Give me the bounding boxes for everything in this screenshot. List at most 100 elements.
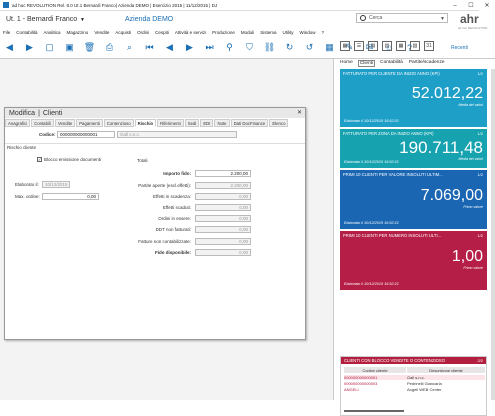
menu-item[interactable]: Analitica bbox=[43, 30, 61, 35]
dialog-tab[interactable]: Note bbox=[214, 119, 230, 127]
chart-icon[interactable]: ▧ bbox=[410, 41, 420, 51]
kpi-title: PRIMI 10 CLIENTI PER NUMERO INSOLUTI ULT… bbox=[343, 233, 442, 238]
prev-record-icon[interactable]: ◀ bbox=[166, 42, 173, 52]
first-record-icon[interactable]: ⏮ bbox=[145, 42, 154, 52]
dialog-tab[interactable]: Pagamenti bbox=[76, 119, 103, 127]
menu-item[interactable]: Cespiti bbox=[155, 30, 169, 35]
col-codice-header[interactable]: Codice cliente bbox=[344, 367, 406, 373]
maximize-button[interactable]: ☐ bbox=[468, 3, 474, 9]
user-dropdown-icon[interactable]: ▼ bbox=[80, 17, 85, 23]
dashboard-panel: Home Clienti Contabilità Partite/scadenze F… bbox=[335, 59, 495, 416]
dialog-tab[interactable]: Dati DocFinance bbox=[230, 119, 269, 127]
recent-label[interactable]: Recenti bbox=[451, 45, 468, 51]
dialog-tab[interactable]: Sedi bbox=[184, 119, 200, 127]
dialog-tab[interactable]: Vendite bbox=[54, 119, 76, 127]
kpi-card[interactable]: FATTURATO PER ZONA DA INIZIO ANNO (KPI) 1… bbox=[340, 129, 487, 168]
back-arrow-icon[interactable]: ◀ bbox=[6, 42, 13, 52]
totali-row-value: 0,00 bbox=[195, 238, 251, 245]
menu-item[interactable]: Contabilità bbox=[16, 30, 38, 35]
menu-item[interactable]: Sistema bbox=[260, 30, 277, 35]
menu-item[interactable]: Vendite bbox=[94, 30, 110, 35]
kpi-page[interactable]: 1/2 bbox=[477, 71, 483, 76]
chevron-down-icon[interactable]: ▼ bbox=[440, 16, 445, 22]
grid-view-icon[interactable]: ▦ bbox=[340, 41, 350, 51]
calculator-icon[interactable]: ▦ bbox=[325, 42, 334, 52]
row-desc: Gall s.n.c. bbox=[407, 375, 425, 380]
zoom-icon[interactable]: ⚲ bbox=[226, 42, 233, 52]
dialog-tab[interactable]: Anagrafici bbox=[5, 119, 31, 127]
help-icon[interactable]: ? bbox=[406, 42, 412, 53]
list-view-icon[interactable]: ☰ bbox=[354, 41, 364, 51]
kpi-page[interactable]: 1/2 bbox=[477, 131, 483, 136]
dashboard-tabs: Home Clienti Contabilità Partite/scadenze bbox=[339, 60, 450, 67]
menu-item[interactable]: Acquisti bbox=[115, 30, 132, 35]
table-card-title: CLIENTI CON BLOCCO VENDITE O CONTENZIOSO bbox=[344, 358, 445, 363]
kpi-card[interactable]: PRIMI 10 CLIENTI PER NUMERO INSOLUTI ULT… bbox=[340, 231, 487, 290]
totali-row-label: Ordini in essere: bbox=[158, 216, 191, 221]
totali-row-value: 0,00 bbox=[195, 249, 251, 256]
menu-item[interactable]: Moduli bbox=[240, 30, 255, 35]
kpi-value: 52.012,22 bbox=[411, 85, 483, 102]
kpi-card[interactable]: FATTURATO PER CLIENTE DA INIZIO ANNO (KP… bbox=[340, 69, 487, 127]
dashboard-tab[interactable]: Contabilità bbox=[380, 60, 403, 65]
company-label[interactable]: Azienda DEMO bbox=[125, 16, 174, 23]
refresh-icon[interactable]: ↻ bbox=[285, 42, 294, 52]
mail-icon[interactable]: ✉ bbox=[365, 42, 374, 52]
kpi-card[interactable]: PRIMI 10 CLIENTI PER VALORE INSOLUTI ULT… bbox=[340, 170, 487, 229]
calendar-icon[interactable]: 31 bbox=[424, 41, 434, 51]
menu-item[interactable]: ? bbox=[321, 30, 324, 35]
menu-item[interactable]: Attività e servizi bbox=[174, 30, 207, 35]
dialog-tab[interactable]: Rischio bbox=[134, 119, 157, 127]
totali-row-value[interactable]: 2.200,00 bbox=[195, 170, 251, 177]
menu-item[interactable]: File bbox=[3, 30, 11, 35]
table-row[interactable]: ANGELI Angeli WEB Center bbox=[344, 387, 485, 392]
blocco-checkbox[interactable]: ✓ bbox=[37, 157, 42, 162]
kpi-title: PRIMI 10 CLIENTI PER VALORE INSOLUTI ULT… bbox=[343, 172, 443, 177]
kpi-page[interactable]: 1/2 bbox=[477, 172, 483, 177]
dialog-tab[interactable]: Elenco bbox=[269, 119, 289, 127]
dialog-tab[interactable]: EDI bbox=[200, 119, 214, 127]
minimize-button[interactable]: – bbox=[453, 2, 457, 9]
close-icon[interactable]: ✕ bbox=[296, 110, 302, 116]
search-box[interactable]: Cerca ▼ bbox=[356, 13, 448, 23]
dialog-tab[interactable]: Contabili bbox=[31, 119, 54, 127]
table-row[interactable]: 000000000000001 Gall s.n.c. bbox=[344, 375, 485, 380]
forward-arrow-icon[interactable]: ▶ bbox=[26, 42, 33, 52]
dashboard-tab[interactable]: Partite/scadenze bbox=[408, 60, 445, 65]
table-scrollbar[interactable] bbox=[344, 410, 404, 412]
delete-icon[interactable]: 🗑 bbox=[83, 42, 96, 52]
user-label[interactable]: Ut. 1 - Bernardi Franco bbox=[6, 16, 78, 23]
table-icon[interactable]: ▦ bbox=[396, 41, 406, 51]
search-tool-icon[interactable]: ⌕ bbox=[126, 42, 133, 52]
menu-item[interactable]: Utility bbox=[282, 30, 294, 35]
menu-item[interactable]: Magazzino bbox=[66, 30, 89, 35]
doc-icon[interactable]: ▥ bbox=[382, 41, 392, 51]
report-icon[interactable]: ▤ bbox=[368, 41, 378, 51]
new-document-icon[interactable]: ▢ bbox=[45, 42, 54, 52]
kpi-page[interactable]: 1/2 bbox=[477, 233, 483, 238]
table-card-page[interactable]: 2/2 bbox=[477, 358, 483, 363]
dashboard-tab[interactable]: Clienti bbox=[357, 60, 376, 67]
menu-item[interactable]: Ordini bbox=[137, 30, 150, 35]
dashboard-scrollbar[interactable] bbox=[491, 69, 495, 400]
search-input[interactable]: Cerca bbox=[369, 15, 383, 21]
filter-icon[interactable]: ⛉ bbox=[246, 42, 253, 52]
menu-item[interactable]: Window bbox=[299, 30, 316, 35]
dashboard-tab[interactable]: Home bbox=[340, 60, 353, 65]
save-icon[interactable]: ▣ bbox=[65, 42, 74, 52]
menu-item[interactable]: Produzione bbox=[212, 30, 235, 35]
max-ordine-field[interactable]: 0,00 bbox=[42, 193, 99, 200]
link-icon[interactable]: ⛓ bbox=[263, 42, 276, 52]
close-button[interactable]: ✕ bbox=[479, 0, 495, 11]
codice-field[interactable]: 000000000000001 bbox=[57, 131, 115, 138]
undo-icon[interactable]: ↺ bbox=[305, 42, 314, 52]
table-row[interactable]: 000000000000003 Pedrinelli Giancarla bbox=[344, 381, 485, 386]
last-record-icon[interactable]: ⏭ bbox=[205, 42, 214, 52]
col-descrizione-header[interactable]: Descrizione cliente bbox=[407, 367, 485, 373]
user-icon[interactable]: ☺ bbox=[384, 42, 395, 53]
totali-row-value: 0,00 bbox=[195, 226, 251, 233]
dialog-tab[interactable]: Riferimenti bbox=[157, 119, 184, 127]
next-record-icon[interactable]: ▶ bbox=[186, 42, 193, 52]
print-icon[interactable]: ⎙ bbox=[105, 42, 114, 52]
dialog-tab[interactable]: Contenzioso bbox=[103, 119, 134, 127]
